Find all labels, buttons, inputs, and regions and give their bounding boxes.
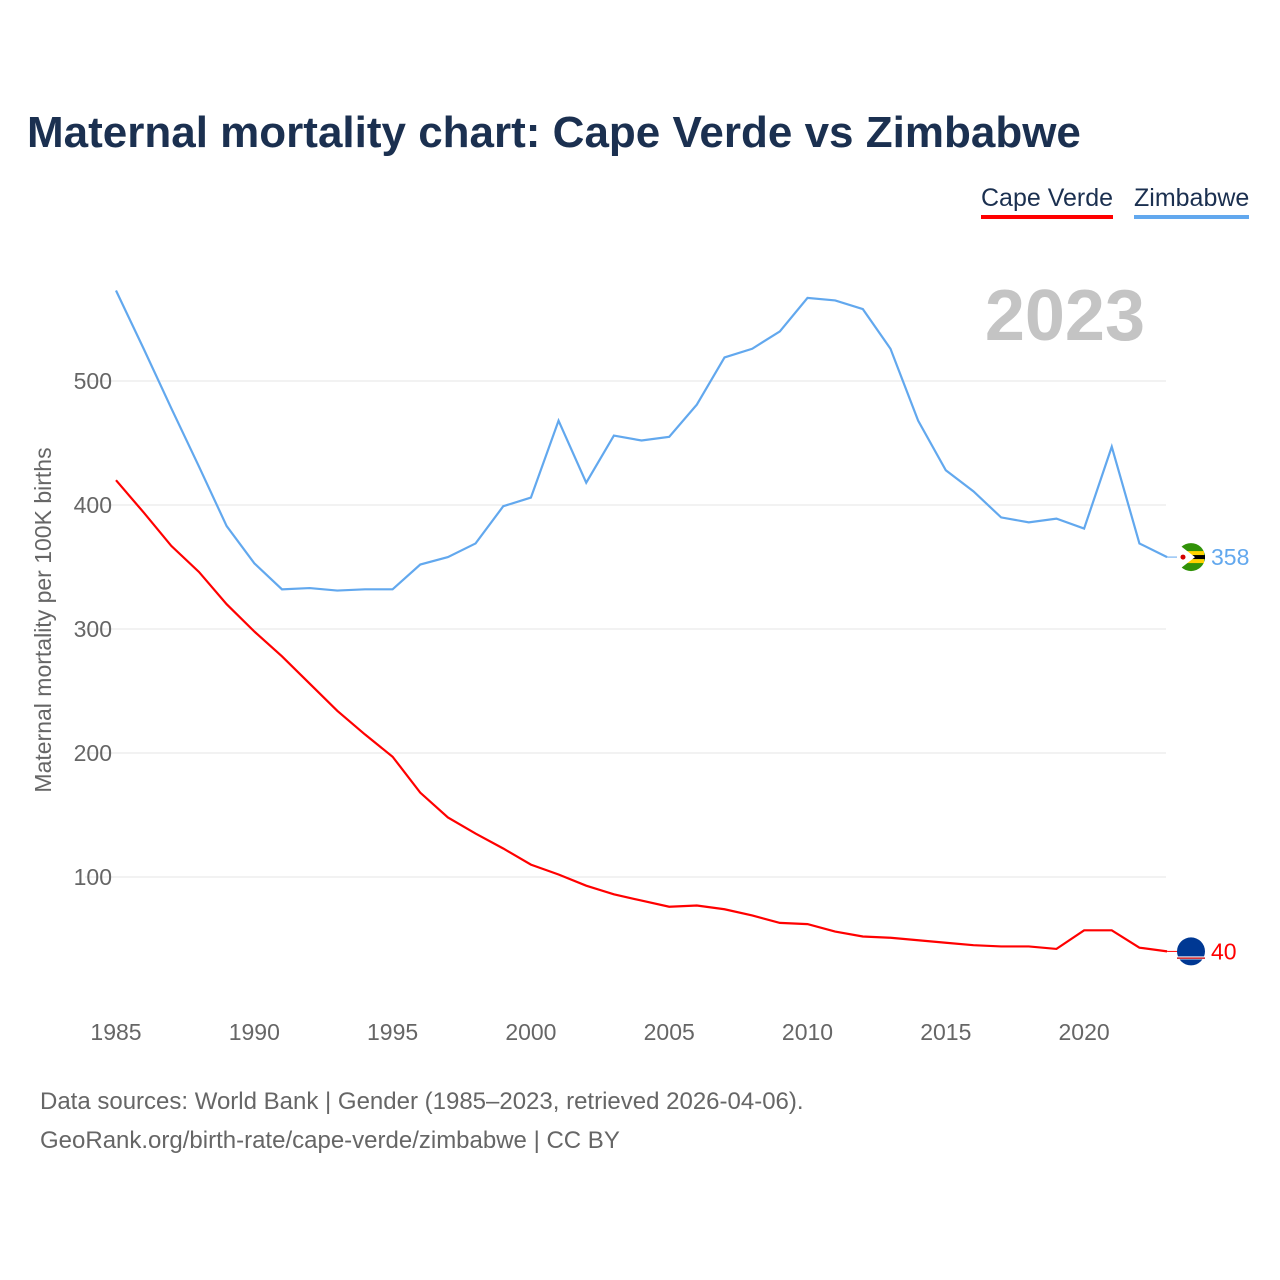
x-tick-label: 1985 (90, 1019, 141, 1045)
flag-star (1180, 554, 1186, 560)
legend-cape-verde[interactable]: Cape Verde (981, 184, 1114, 219)
y-tick-label: 200 (74, 740, 112, 766)
flag-stripe (1177, 957, 1205, 959)
y-tick-label: 400 (74, 492, 112, 518)
flag-stripe (1178, 559, 1204, 564)
cape-verde-flag-icon (1177, 937, 1205, 966)
y-tick-label: 300 (74, 616, 112, 642)
flag-triangle (1177, 543, 1195, 572)
source-link[interactable]: GeoRank.org/birth-rate/cape-verde/zimbab… (40, 1127, 620, 1154)
y-tick-label: 500 (74, 368, 112, 394)
series-line-zimbabwe (115, 290, 1168, 592)
y-tick-label: 100 (74, 864, 112, 890)
year-watermark: 2023 (985, 276, 1145, 356)
y-axis-label: Maternal mortality per 100K births (30, 447, 56, 792)
x-tick-label: 1990 (229, 1019, 280, 1045)
end-value-label: 40 (1211, 938, 1237, 964)
source-line: Data sources: World Bank | Gender (1985–… (40, 1088, 804, 1115)
x-tick-label: 2015 (920, 1019, 971, 1045)
legend-zimbabwe[interactable]: Zimbabwe (1134, 184, 1250, 219)
x-tick-label: 2010 (782, 1019, 833, 1045)
x-tick-label: 2020 (1059, 1019, 1110, 1045)
flag-stripe (1178, 551, 1204, 556)
series-line-cape-verde (115, 479, 1168, 953)
end-value-label: 358 (1211, 544, 1249, 570)
x-tick-label: 2000 (505, 1019, 556, 1045)
x-tick-label: 2005 (644, 1019, 695, 1045)
x-tick-label: 1995 (367, 1019, 418, 1045)
chart-title: Maternal mortality chart: Cape Verde vs … (27, 108, 1081, 157)
